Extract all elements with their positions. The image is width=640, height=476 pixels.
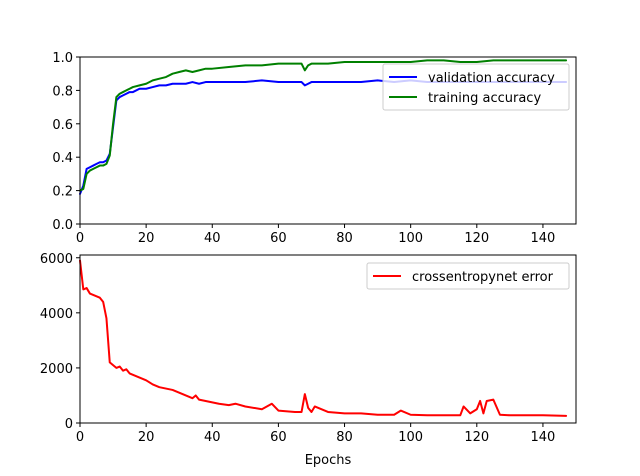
accuracy-series-line-2 — [79, 59, 568, 192]
error-x-tick-label: 80 — [336, 430, 353, 445]
error-x-tick-label: 20 — [138, 430, 155, 445]
accuracy-y-tick-label: 1.0 — [52, 51, 73, 66]
accuracy-y-tick-label: 0.6 — [52, 118, 73, 133]
accuracy-x-tick-label: 80 — [336, 231, 353, 246]
accuracy-x-tick-label: 140 — [531, 231, 556, 246]
error-legend: crossentropynet error — [366, 262, 570, 290]
error-y-tick-label: 0 — [65, 417, 73, 432]
error-x-tick-label: 100 — [398, 430, 423, 445]
error-x-tick-label: 0 — [76, 430, 84, 445]
accuracy-axes-frame — [79, 56, 577, 225]
accuracy-y-tick-label: 0.4 — [52, 151, 73, 166]
error-x-tick-label: 120 — [464, 430, 489, 445]
accuracy-y-tick-label: 0.0 — [52, 218, 73, 233]
accuracy-x-tick-label: 20 — [138, 231, 155, 246]
accuracy-x-tick-label: 120 — [464, 231, 489, 246]
accuracy-subplot: 0 20 40 60 80 100 120 140 0.0 0.2 0.4 0.6 0.8 1.0 vali… — [52, 51, 577, 246]
error-x-tick-label: 60 — [270, 430, 287, 445]
error-y-tick-label: 6000 — [40, 252, 73, 267]
error-legend-frame — [366, 262, 570, 290]
accuracy-legend: validation accuracy training accuracy — [382, 63, 570, 111]
error-series-line-1 — [79, 259, 568, 417]
accuracy-legend-label-2: training accuracy — [428, 91, 541, 106]
error-x-tick-label: 140 — [531, 430, 556, 445]
accuracy-y-tick-label: 0.8 — [52, 84, 73, 99]
error-y-tick-label: 4000 — [40, 307, 73, 322]
accuracy-x-tick-label: 60 — [270, 231, 287, 246]
accuracy-x-tick-label: 100 — [398, 231, 423, 246]
accuracy-x-tick-label: 0 — [76, 231, 84, 246]
error-legend-label-1: crossentropynet error — [412, 270, 554, 285]
accuracy-x-tick-label: 40 — [204, 231, 221, 246]
error-x-tick-label: 40 — [204, 430, 221, 445]
error-axes-frame — [79, 254, 577, 424]
error-x-axis-label: Epochs — [305, 453, 352, 468]
accuracy-legend-frame — [382, 63, 570, 111]
error-y-tick-label: 2000 — [40, 362, 73, 377]
error-subplot: 0 20 40 60 80 100 120 140 0 2000 4000 6000 Epochs cro… — [40, 252, 577, 468]
accuracy-y-tick-label: 0.2 — [52, 185, 73, 200]
accuracy-legend-label-1: validation accuracy — [428, 71, 555, 86]
